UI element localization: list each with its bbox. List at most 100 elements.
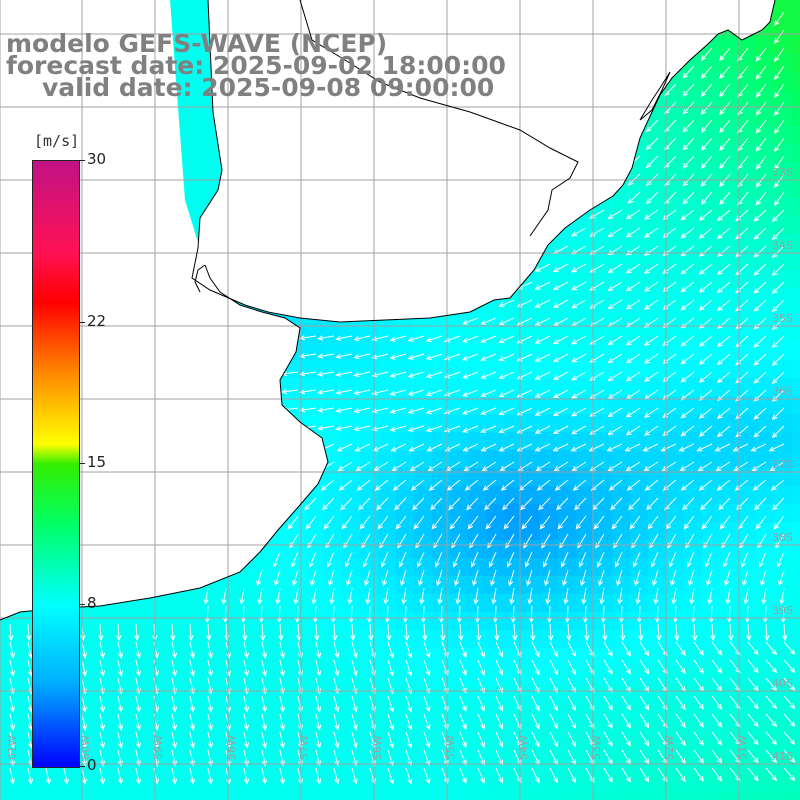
wind-arrow <box>203 587 209 605</box>
wind-arrow <box>398 551 407 568</box>
wind-cell <box>576 306 595 325</box>
longitude-label: 58W <box>225 735 238 760</box>
wind-cell <box>576 558 595 577</box>
wind-arrow <box>680 479 695 491</box>
wind-arrow <box>783 749 796 763</box>
wind-cell <box>468 702 487 721</box>
wind-cell <box>684 378 703 397</box>
wind-cell <box>180 36 199 55</box>
wind-cell <box>702 396 721 415</box>
wind-cell <box>468 648 487 667</box>
wind-arrow <box>371 371 389 378</box>
wind-arrow <box>207 767 213 785</box>
wind-cell <box>540 414 559 433</box>
wind-cell <box>558 504 577 523</box>
wind-cell <box>648 216 667 235</box>
wind-arrow <box>765 749 778 764</box>
wind-arrow <box>534 389 551 398</box>
wind-cell <box>198 144 217 163</box>
wind-cell <box>18 612 37 631</box>
wind-cell <box>774 306 793 325</box>
wind-cell <box>342 684 361 703</box>
wind-cell <box>18 630 37 649</box>
wind-cell <box>630 306 649 325</box>
wind-cell <box>540 702 559 721</box>
wind-arrow <box>698 263 713 275</box>
wind-arrow <box>783 659 796 673</box>
wind-cell <box>648 774 667 793</box>
wind-cell <box>522 702 541 721</box>
wind-cell <box>324 720 343 739</box>
wind-cell <box>792 126 800 145</box>
wind-cell <box>486 468 505 487</box>
wind-cell <box>666 108 685 127</box>
wind-arrow <box>413 515 425 530</box>
wind-arrow <box>773 515 785 530</box>
wind-cell <box>684 702 703 721</box>
wind-arrow <box>566 623 572 642</box>
wind-cell <box>594 702 613 721</box>
wind-cell <box>486 594 505 613</box>
wind-cell <box>288 702 307 721</box>
wind-cell <box>396 630 415 649</box>
wind-cell <box>180 702 199 721</box>
wind-cell <box>198 594 217 613</box>
wind-cell <box>576 324 595 343</box>
wind-arrow <box>567 641 577 658</box>
wind-cell <box>576 414 595 433</box>
wind-arrow <box>407 425 425 432</box>
wind-cell <box>288 792 307 800</box>
wind-arrow <box>680 335 695 347</box>
wind-cell <box>144 630 163 649</box>
wind-arrow <box>769 461 785 472</box>
wind-cell <box>558 666 577 685</box>
wind-cell <box>558 432 577 451</box>
wind-cell <box>144 756 163 775</box>
wind-cell <box>342 342 361 361</box>
wind-arrow <box>498 389 515 398</box>
wind-cell <box>450 360 469 379</box>
wind-cell <box>774 774 793 793</box>
wind-cell <box>144 774 163 793</box>
wind-arrow <box>418 569 425 587</box>
wind-cell <box>648 252 667 271</box>
wind-cell <box>414 540 433 559</box>
wind-cell <box>756 216 775 235</box>
wind-arrow <box>692 623 698 642</box>
wind-cell <box>18 756 37 775</box>
wind-cell <box>630 792 649 800</box>
wind-cell <box>720 648 739 667</box>
wind-cell <box>702 630 721 649</box>
wind-arrow <box>549 659 558 676</box>
wind-arrow <box>347 587 353 605</box>
wind-cell <box>234 666 253 685</box>
wind-cell <box>378 702 397 721</box>
wind-arrow <box>607 425 623 436</box>
wind-arrow <box>293 587 299 605</box>
wind-arrow <box>700 137 713 151</box>
wind-cell <box>738 720 757 739</box>
wind-arrow <box>564 605 571 624</box>
wind-arrow <box>704 551 713 568</box>
latitude-label: 34S <box>772 239 793 252</box>
wind-cell <box>486 540 505 559</box>
wind-cell <box>576 396 595 415</box>
wind-arrow <box>753 353 767 366</box>
wind-cell <box>342 648 361 667</box>
wind-cell <box>540 504 559 523</box>
wind-arrow <box>459 749 467 766</box>
wind-cell <box>756 792 775 800</box>
wind-cell <box>756 252 775 271</box>
wind-arrow <box>374 479 389 491</box>
wind-cell <box>648 270 667 289</box>
wind-arrow <box>675 767 686 783</box>
wind-arrow <box>117 641 123 659</box>
wind-arrow <box>531 695 540 712</box>
wind-arrow <box>678 443 695 452</box>
wind-cell <box>342 738 361 757</box>
wind-arrow <box>407 389 425 396</box>
wind-cell <box>720 486 739 505</box>
wind-cell <box>666 90 685 109</box>
wind-arrow <box>444 443 461 452</box>
wind-cell <box>720 396 739 415</box>
